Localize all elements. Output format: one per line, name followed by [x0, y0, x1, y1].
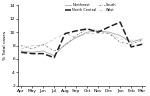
- Y-axis label: % Total cases: % Total cases: [3, 31, 8, 60]
- Legend: Northeast, North Central, South, West: Northeast, North Central, South, West: [64, 3, 117, 13]
